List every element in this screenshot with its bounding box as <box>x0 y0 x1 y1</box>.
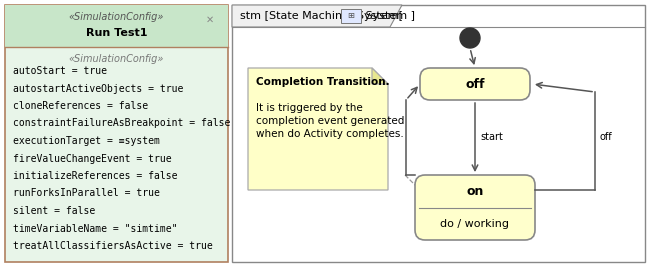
Text: initializeReferences = false: initializeReferences = false <box>13 171 177 181</box>
Bar <box>232 5 645 262</box>
Text: silent = false: silent = false <box>13 206 96 216</box>
FancyBboxPatch shape <box>415 175 535 240</box>
Text: ✕: ✕ <box>206 15 214 25</box>
Polygon shape <box>248 68 388 190</box>
Polygon shape <box>372 68 388 84</box>
Text: completion event generated: completion event generated <box>256 116 404 126</box>
Text: Completion Transition.: Completion Transition. <box>256 77 389 87</box>
Text: when do Activity completes.: when do Activity completes. <box>256 129 404 139</box>
Text: off: off <box>599 132 612 143</box>
Circle shape <box>460 28 480 48</box>
Text: «SimulationConfig»: «SimulationConfig» <box>69 12 164 22</box>
Text: fireValueChangeEvent = true: fireValueChangeEvent = true <box>13 154 172 163</box>
Text: autostartActiveObjects = true: autostartActiveObjects = true <box>13 84 183 93</box>
Text: Run Test1: Run Test1 <box>86 28 148 38</box>
Text: cloneReferences = false: cloneReferences = false <box>13 101 148 111</box>
Text: constraintFailureAsBreakpoint = false: constraintFailureAsBreakpoint = false <box>13 119 230 128</box>
Text: off: off <box>465 77 485 91</box>
Text: treatAllClassifiersAsActive = true: treatAllClassifiersAsActive = true <box>13 241 213 251</box>
Text: autoStart = true: autoStart = true <box>13 66 107 76</box>
Text: on: on <box>466 185 484 198</box>
Text: stm [State Machine] System[: stm [State Machine] System[ <box>240 11 403 21</box>
Text: timeVariableName = "simtime": timeVariableName = "simtime" <box>13 223 177 234</box>
Text: runForksInParallel = true: runForksInParallel = true <box>13 189 160 198</box>
Text: do / working: do / working <box>441 219 510 229</box>
Text: start: start <box>480 132 503 143</box>
Text: It is triggered by the: It is triggered by the <box>256 103 363 113</box>
Text: ⊞: ⊞ <box>348 11 354 21</box>
Bar <box>5 5 228 47</box>
Text: executionTarget = ≡system: executionTarget = ≡system <box>13 136 160 146</box>
Polygon shape <box>232 5 402 27</box>
FancyBboxPatch shape <box>420 68 530 100</box>
Text: «SimulationConfig»: «SimulationConfig» <box>69 54 164 64</box>
Text: System ]: System ] <box>362 11 415 21</box>
FancyBboxPatch shape <box>341 9 361 23</box>
Bar <box>5 5 228 262</box>
